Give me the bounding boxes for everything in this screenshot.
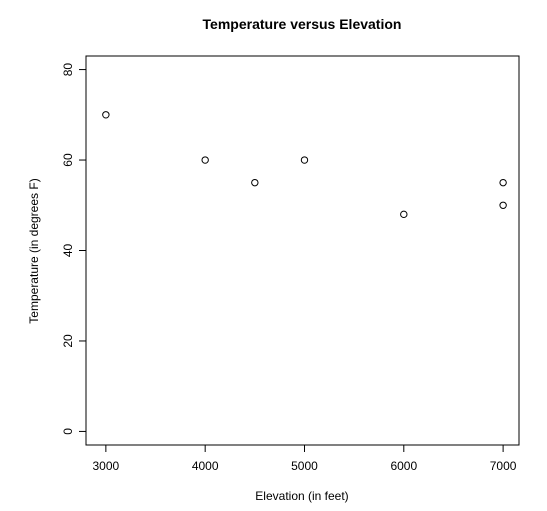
x-tick-label: 6000 [390,459,417,473]
y-tick-label: 80 [61,63,75,77]
x-axis: 3000 4000 5000 6000 7000 [93,444,517,473]
plot-frame [85,55,520,446]
data-point [102,111,110,119]
data-points [102,111,507,219]
data-point [300,156,309,164]
y-tick-label: 0 [61,428,75,435]
y-tick-label: 60 [61,153,75,167]
data-point [499,201,507,209]
y-axis: 0 20 40 60 80 [61,63,87,435]
y-axis-label: Temperature (in degrees F) [27,178,41,323]
chart-title: Temperature versus Elevation [203,16,402,32]
data-point [400,210,408,219]
data-point [201,156,209,164]
x-tick-label: 4000 [192,459,219,473]
x-tick-label: 5000 [291,459,318,473]
x-tick-label: 3000 [93,459,120,473]
y-tick-label: 40 [61,244,75,258]
x-tick-label: 7000 [490,459,517,473]
data-point [251,178,259,187]
data-point [499,178,507,187]
y-tick-label: 20 [61,334,75,348]
x-axis-label: Elevation (in feet) [255,489,348,503]
